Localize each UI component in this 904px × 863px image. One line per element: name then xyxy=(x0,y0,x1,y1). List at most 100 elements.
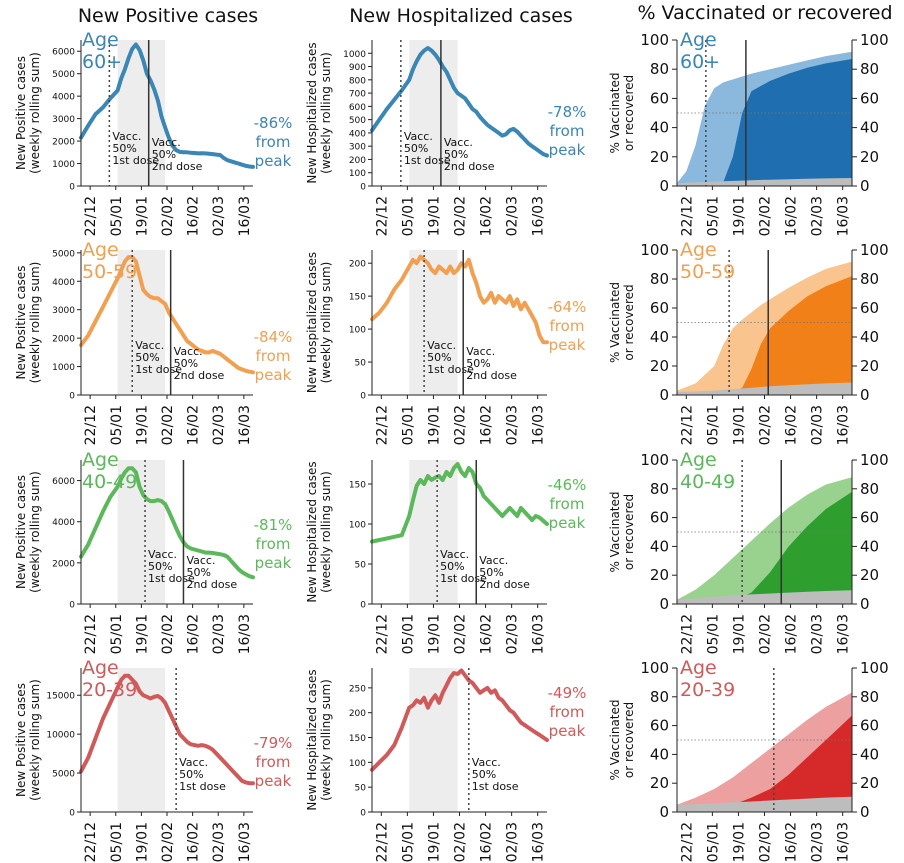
y-tick-label: 100 xyxy=(349,521,366,531)
y-tick-label: 0 xyxy=(69,392,75,402)
series-line xyxy=(79,466,255,580)
y-tick-label: 60 xyxy=(650,299,669,317)
peak-change-label: from xyxy=(550,703,585,721)
x-tick-label: 16/02 xyxy=(186,822,202,862)
peak-change-label: -84% xyxy=(254,328,293,346)
x-tick-label: 16/03 xyxy=(531,405,547,445)
y-tick-label: 50 xyxy=(355,561,367,571)
series-line xyxy=(370,46,549,158)
first-dose-note: 1st dose xyxy=(472,780,519,793)
x-tick-label: 19/01 xyxy=(426,822,442,862)
x-tick-label: 02/02 xyxy=(758,196,774,236)
peak-change-label: peak xyxy=(549,141,586,159)
y-tick-label-right: 0 xyxy=(860,386,870,404)
x-tick-label: 02/03 xyxy=(505,822,521,862)
x-tick-label: 16/03 xyxy=(836,196,852,236)
y-tick-label: 150 xyxy=(349,734,366,744)
peak-change-label: peak xyxy=(255,772,292,790)
area-second-dose xyxy=(677,59,852,186)
x-tick-label: 02/03 xyxy=(211,822,227,862)
x-tick-label: 19/01 xyxy=(731,822,747,862)
y-tick-label: 1000 xyxy=(52,363,75,373)
peak-change-label: peak xyxy=(255,554,292,572)
y-tick-label: 200 xyxy=(349,260,366,270)
y-tick-label: 1000 xyxy=(343,50,366,60)
second-dose-note: 2nd dose xyxy=(466,369,517,382)
x-tick-label: 16/02 xyxy=(479,405,495,445)
y-tick-label: 0 xyxy=(69,183,75,193)
second-dose-note: 50% xyxy=(186,566,210,579)
x-tick-label: 05/01 xyxy=(705,822,721,862)
x-tick-label: 22/12 xyxy=(83,196,99,236)
y-tick-label: 20 xyxy=(650,357,669,375)
y-tick-label-right: 100 xyxy=(860,31,889,49)
column-title-vaccinated: % Vaccinated or recovered xyxy=(637,2,892,24)
y-axis-label: or recovered xyxy=(622,75,636,151)
second-dose-note: 50% xyxy=(444,148,468,161)
y-tick-label-right: 60 xyxy=(860,509,879,527)
y-tick-label: 80 xyxy=(650,60,669,78)
second-dose-note: 2nd dose xyxy=(186,578,237,591)
y-tick-label: 100 xyxy=(640,451,669,469)
y-tick-label: 80 xyxy=(650,270,669,288)
y-tick-label: 40 xyxy=(650,745,669,763)
first-dose-note: 50% xyxy=(404,142,428,155)
panel-hosp-3: Vacc.50%1st dose 0 50 100 150 200 250 22/12 05/0… xyxy=(305,668,586,862)
column-title-positive: New Positive cases xyxy=(78,5,258,27)
peak-change-label: -79% xyxy=(254,734,293,752)
first-dose-note: 1st dose xyxy=(440,572,487,585)
x-tick-label: 05/01 xyxy=(400,822,416,862)
y-tick-label-right: 100 xyxy=(860,241,889,259)
y-axis-label: (weekly rolling sum) xyxy=(28,471,42,593)
peak-change-label: -81% xyxy=(254,516,293,534)
first-dose-note: Vacc. xyxy=(427,339,456,352)
x-tick-label: 02/03 xyxy=(211,614,227,654)
x-tick-label: 22/12 xyxy=(374,614,390,654)
x-tick-label: 22/12 xyxy=(374,822,390,862)
series-line xyxy=(79,255,255,375)
peak-change-label: -64% xyxy=(548,298,587,316)
second-dose-note: Vacc. xyxy=(466,345,495,358)
peak-change-label: peak xyxy=(255,152,292,170)
second-dose-note: Vacc. xyxy=(479,554,508,567)
y-axis-label: New Hospitalized cases xyxy=(305,461,319,602)
area-second-dose xyxy=(677,715,852,812)
x-tick-label: 02/03 xyxy=(505,405,521,445)
x-tick-label: 22/12 xyxy=(679,196,695,236)
y-tick-label-right: 0 xyxy=(860,177,870,195)
age-label: 20-39 xyxy=(680,679,735,701)
x-tick-label: 02/02 xyxy=(758,614,774,654)
second-dose-note: 50% xyxy=(152,148,176,161)
x-tick-label: 05/01 xyxy=(400,405,416,445)
area-second-dose xyxy=(677,491,852,604)
first-dose-note: 1st dose xyxy=(112,154,159,167)
peak-change-label: from xyxy=(550,495,585,513)
y-tick-label: 3000 xyxy=(52,115,75,125)
y-tick-label-right: 40 xyxy=(860,745,879,763)
area-recovered xyxy=(677,382,852,395)
x-tick-label: 16/02 xyxy=(186,196,202,236)
y-tick-label: 4000 xyxy=(52,518,75,528)
y-axis-label: % Vaccinated xyxy=(608,491,622,572)
x-tick-label: 19/01 xyxy=(134,614,150,654)
y-tick-label-right: 80 xyxy=(860,688,879,706)
second-dose-note: Vacc. xyxy=(152,136,181,149)
peak-change-label: from xyxy=(550,122,585,140)
peak-change-label: peak xyxy=(255,366,292,384)
y-tick-label: 200 xyxy=(349,709,366,719)
x-tick-label: 16/03 xyxy=(531,196,547,236)
first-dose-note: 50% xyxy=(427,351,451,364)
peak-change-label: from xyxy=(256,133,291,151)
y-tick-label-right: 80 xyxy=(860,270,879,288)
y-axis-label: (weekly rolling sum) xyxy=(28,679,42,801)
y-tick-label: 60 xyxy=(650,509,669,527)
first-dose-note: 1st dose xyxy=(404,154,451,167)
y-tick-label-right: 0 xyxy=(860,803,870,821)
series-line xyxy=(370,462,549,544)
peak-change-label: peak xyxy=(549,514,586,532)
first-dose-note: 50% xyxy=(440,560,464,573)
y-tick-label: 2000 xyxy=(52,138,75,148)
peak-change-label: peak xyxy=(549,722,586,740)
y-tick-label: 60 xyxy=(650,89,669,107)
